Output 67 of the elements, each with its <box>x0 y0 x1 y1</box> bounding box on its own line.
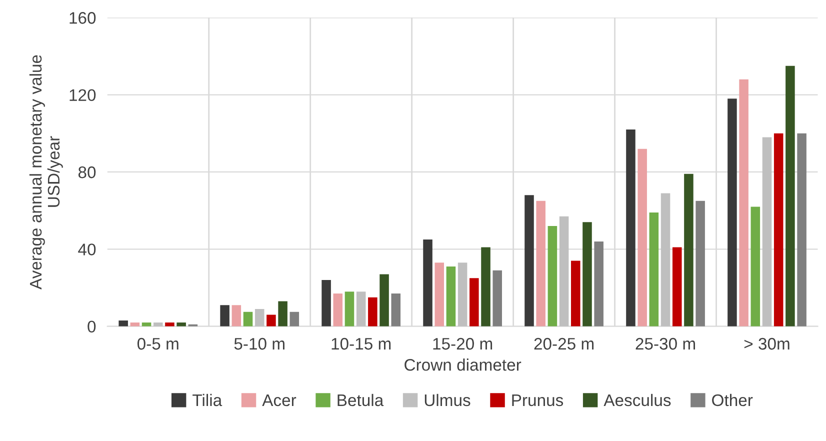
bar <box>739 79 748 326</box>
bar <box>571 260 580 326</box>
y-tick-label: 40 <box>78 244 96 256</box>
bar <box>696 200 705 326</box>
legend-label: Aesculus <box>604 394 671 406</box>
x-tick-label: 25-30 m <box>636 338 695 350</box>
bar <box>333 294 343 326</box>
bar <box>153 322 163 326</box>
legend-label: Betula <box>338 394 384 406</box>
bar <box>536 200 546 326</box>
bar <box>176 322 186 326</box>
y-tick-label: 80 <box>78 166 96 178</box>
x-axis-title: Crown diameter <box>404 358 522 371</box>
bar <box>356 292 366 326</box>
bar <box>220 305 230 326</box>
bar <box>391 294 401 326</box>
bar <box>118 320 128 326</box>
bar <box>559 216 569 326</box>
bar <box>660 193 670 326</box>
bar <box>434 262 444 326</box>
bar <box>594 241 604 326</box>
x-tick-label: 15-20 m <box>433 338 492 350</box>
legend-label: Other <box>712 394 753 406</box>
bar <box>638 148 647 326</box>
bar <box>524 195 534 326</box>
bar <box>165 322 174 326</box>
bar <box>750 206 760 326</box>
bar <box>626 130 636 326</box>
bar <box>762 137 772 326</box>
bar <box>254 308 264 326</box>
bar <box>446 266 456 326</box>
bar <box>774 133 784 326</box>
x-tick-label: 0-5 m <box>137 338 178 350</box>
bar <box>672 247 682 326</box>
bar <box>582 222 592 326</box>
bar <box>481 247 490 326</box>
bar <box>470 278 479 326</box>
bar <box>492 270 502 326</box>
y-axis-title: Average annual monetary value USD/year <box>29 55 63 290</box>
y-tick-label: 0 <box>88 320 96 333</box>
bar <box>684 174 694 326</box>
bar <box>786 66 795 326</box>
bar <box>322 280 331 326</box>
bar <box>380 274 389 326</box>
bar <box>232 305 242 326</box>
bar <box>290 312 300 326</box>
x-tick-label: > 30m <box>744 338 790 350</box>
x-tick-label: 20-25 m <box>534 338 594 350</box>
x-tick-label: 5-10 m <box>234 338 284 350</box>
legend-label: Tilia <box>192 394 222 406</box>
bar <box>728 98 737 326</box>
bar <box>548 226 558 326</box>
bar <box>344 292 354 326</box>
bar <box>458 262 468 326</box>
bar <box>423 240 432 326</box>
bar <box>797 133 806 326</box>
y-tick-label: 160 <box>70 12 96 24</box>
x-tick-label: 10-15 m <box>332 338 391 350</box>
legend-label: Ulmus <box>424 394 470 406</box>
legend-label: Acer <box>262 394 296 406</box>
bar <box>649 212 659 326</box>
bar <box>368 297 378 326</box>
bar <box>266 314 276 326</box>
legend-label: Prunus <box>512 394 564 406</box>
bar <box>278 301 288 326</box>
bar <box>243 312 253 326</box>
y-tick-label: 120 <box>70 89 96 102</box>
